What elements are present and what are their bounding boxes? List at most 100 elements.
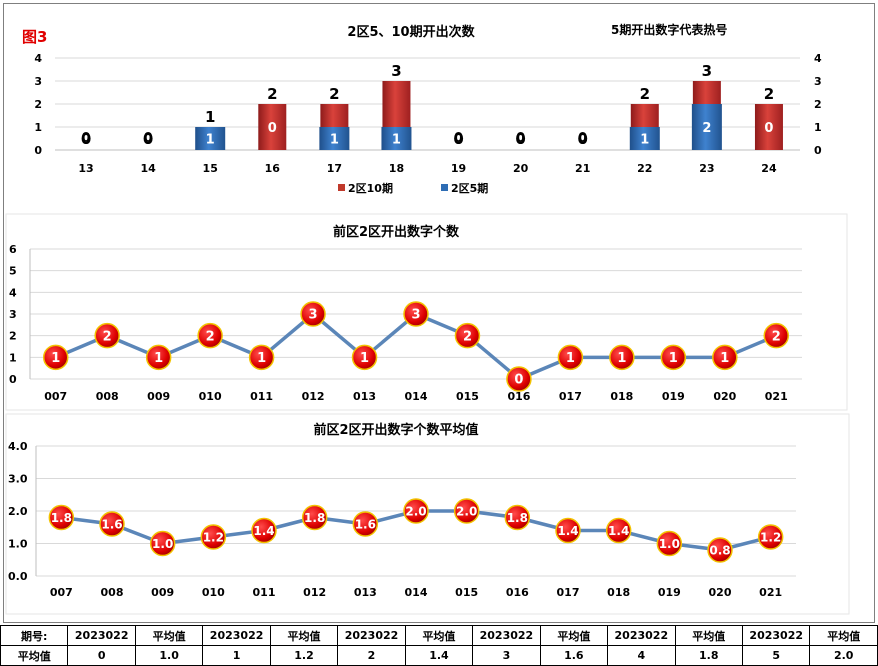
avg-line-point-label: 1.8	[51, 511, 72, 525]
bar-total-label: 2	[267, 85, 277, 103]
count-line-point	[506, 366, 532, 392]
avg-line-x-tick: 008	[101, 586, 124, 599]
table-cell: 平均值	[404, 625, 474, 646]
bar-x-tick: 23	[699, 162, 714, 175]
avg-line-point	[251, 517, 277, 544]
count-line-point-label: 2	[103, 329, 112, 344]
bar-x-tick: 18	[389, 162, 404, 175]
table-cell: 平均值	[134, 625, 204, 646]
hot-number-note: 5期开出数字代表热号	[611, 23, 728, 37]
avg-line-x-tick: 007	[50, 586, 73, 599]
avg-line-x-tick: 011	[253, 586, 276, 599]
count-line-x-tick: 009	[147, 390, 170, 403]
table-cell: 1.0	[134, 645, 204, 666]
bar-total-label: 0	[453, 130, 463, 148]
table-cell: 1.8	[674, 645, 743, 666]
count-line-x-tick: 011	[250, 390, 273, 403]
count-line-y-tick: 1	[9, 351, 17, 364]
table-cell: 2023022	[741, 625, 811, 646]
bar-y-tick-left: 3	[34, 75, 42, 88]
avg-line-y-tick: 1.0	[8, 538, 28, 551]
bar-five-period	[629, 127, 660, 150]
count-line-point	[351, 344, 378, 371]
bar-sub-label: 1	[640, 133, 649, 148]
count-line-x-tick: 018	[610, 390, 633, 403]
bar-five-period	[381, 127, 412, 150]
avg-line-x-tick: 019	[658, 586, 681, 599]
table-cell: 3	[472, 645, 541, 666]
avg-line-point-label: 1.6	[355, 517, 376, 531]
table-cell: 期号:	[0, 625, 69, 646]
count-line-title: 前区2区开出数字个数	[333, 224, 460, 240]
bar-y-tick-right: 1	[814, 121, 822, 134]
table-cell: 2023022	[67, 625, 136, 646]
count-line-x-tick: 019	[662, 390, 685, 403]
count-line-x-tick: 014	[405, 390, 428, 403]
count-line-point-label: 1	[51, 351, 60, 366]
bar-total	[754, 104, 783, 150]
count-line-point-label: 0	[514, 373, 523, 388]
avg-line-point	[99, 511, 125, 537]
bar-total-label: 2	[764, 85, 774, 103]
count-line-point-label: 3	[309, 308, 318, 323]
avg-line-x-tick: 020	[709, 586, 732, 599]
avg-line-point	[301, 504, 328, 531]
avg-line-point-label: 1.4	[557, 524, 578, 538]
count-line-y-tick: 5	[9, 265, 17, 278]
count-line-y-tick: 6	[9, 243, 17, 256]
count-line-point	[454, 322, 481, 349]
avg-line-title: 前区2区开出数字个数平均值	[313, 422, 478, 438]
avg-line-y-tick: 3.0	[8, 473, 28, 486]
avg-line-point-label: 1.8	[507, 511, 528, 525]
count-line-point-label: 1	[566, 351, 575, 366]
avg-line-point	[504, 504, 531, 531]
bar-total-label: 0	[577, 130, 587, 148]
avg-line-y-tick: 4.0	[8, 440, 28, 453]
count-line-point	[403, 301, 429, 327]
bar-sub-label: 0	[516, 131, 525, 146]
count-line-point	[557, 344, 584, 371]
table-cell: 平均值	[674, 625, 743, 646]
bar-x-tick: 19	[451, 162, 466, 175]
count-line-x-tick: 015	[456, 390, 479, 403]
bar-x-tick: 20	[513, 162, 529, 175]
legend-swatch-five	[441, 184, 448, 191]
bar-y-tick-left: 1	[34, 121, 42, 134]
line-chart-2-area	[5, 413, 850, 615]
table-cell: 平均值	[269, 625, 339, 646]
count-line-point	[300, 301, 326, 327]
count-line-x-tick: 016	[507, 390, 530, 403]
table-cell: 2023022	[202, 625, 271, 646]
table-cell: 1.4	[404, 645, 474, 666]
count-line-point-label: 1	[720, 351, 729, 366]
count-line-point	[94, 322, 120, 349]
avg-line-point-label: 1.0	[152, 537, 173, 551]
bar-x-tick: 13	[78, 162, 93, 175]
avg-line-point	[200, 524, 227, 550]
table-cell: 4	[607, 645, 676, 666]
avg-line-x-tick: 021	[759, 586, 782, 599]
avg-line-point-label: 0.8	[709, 543, 730, 557]
bar-sub-label: 0	[82, 131, 91, 146]
average-table: 期号: 2023022 平均值 2023022 平均值 2023022 平均值 2023022…	[0, 625, 878, 666]
table-cell: 1.2	[269, 645, 339, 666]
table-cell: 0	[67, 645, 136, 666]
avg-line-point-label: 1.2	[203, 530, 224, 544]
bar-total-label: 0	[81, 130, 91, 148]
avg-line-point	[453, 498, 480, 524]
table-cell: 2023022	[607, 625, 676, 646]
table-cell: 2.0	[809, 645, 878, 666]
count-line-y-tick: 4	[9, 286, 17, 299]
table-cell: 1.6	[539, 645, 609, 666]
avg-line-point	[757, 524, 784, 550]
bar-x-tick: 16	[265, 162, 281, 175]
bar-x-tick: 14	[140, 162, 156, 175]
count-line-point	[42, 344, 69, 371]
bar-total-label: 0	[515, 130, 525, 148]
bar-five-period	[195, 127, 226, 150]
table-cell: 平均值	[809, 625, 878, 646]
count-line-point	[197, 322, 223, 349]
table-row: 平均值 0 1.0 1 1.2 2 1.4 3 1.6 4 1.8 5 2.0	[0, 645, 878, 666]
bar-x-tick: 15	[203, 162, 218, 175]
table-cell: 2023022	[472, 625, 541, 646]
